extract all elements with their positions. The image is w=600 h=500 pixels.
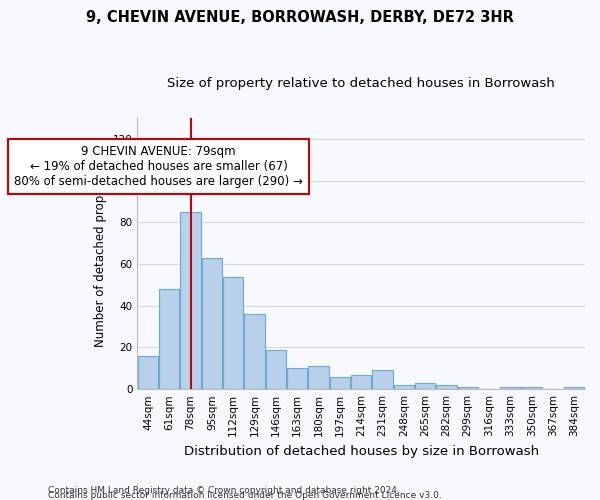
- Bar: [287, 368, 307, 389]
- Y-axis label: Number of detached properties: Number of detached properties: [94, 160, 107, 346]
- Bar: [564, 387, 584, 389]
- Bar: [223, 276, 244, 389]
- Bar: [330, 376, 350, 389]
- Bar: [308, 366, 329, 389]
- Text: 9 CHEVIN AVENUE: 79sqm
← 19% of detached houses are smaller (67)
80% of semi-det: 9 CHEVIN AVENUE: 79sqm ← 19% of detached…: [14, 145, 303, 188]
- Bar: [394, 385, 414, 389]
- Bar: [181, 212, 201, 389]
- Bar: [159, 289, 179, 389]
- Bar: [351, 374, 371, 389]
- Bar: [202, 258, 222, 389]
- Text: 9, CHEVIN AVENUE, BORROWASH, DERBY, DE72 3HR: 9, CHEVIN AVENUE, BORROWASH, DERBY, DE72…: [86, 10, 514, 25]
- Bar: [415, 383, 435, 389]
- Bar: [266, 350, 286, 389]
- Bar: [244, 314, 265, 389]
- Title: Size of property relative to detached houses in Borrowash: Size of property relative to detached ho…: [167, 78, 555, 90]
- Text: Contains HM Land Registry data © Crown copyright and database right 2024.: Contains HM Land Registry data © Crown c…: [48, 486, 400, 495]
- Text: Contains public sector information licensed under the Open Government Licence v3: Contains public sector information licen…: [48, 491, 442, 500]
- Bar: [373, 370, 392, 389]
- Bar: [458, 387, 478, 389]
- Bar: [436, 385, 457, 389]
- Bar: [521, 387, 542, 389]
- Bar: [500, 387, 521, 389]
- X-axis label: Distribution of detached houses by size in Borrowash: Distribution of detached houses by size …: [184, 444, 539, 458]
- Bar: [138, 356, 158, 389]
